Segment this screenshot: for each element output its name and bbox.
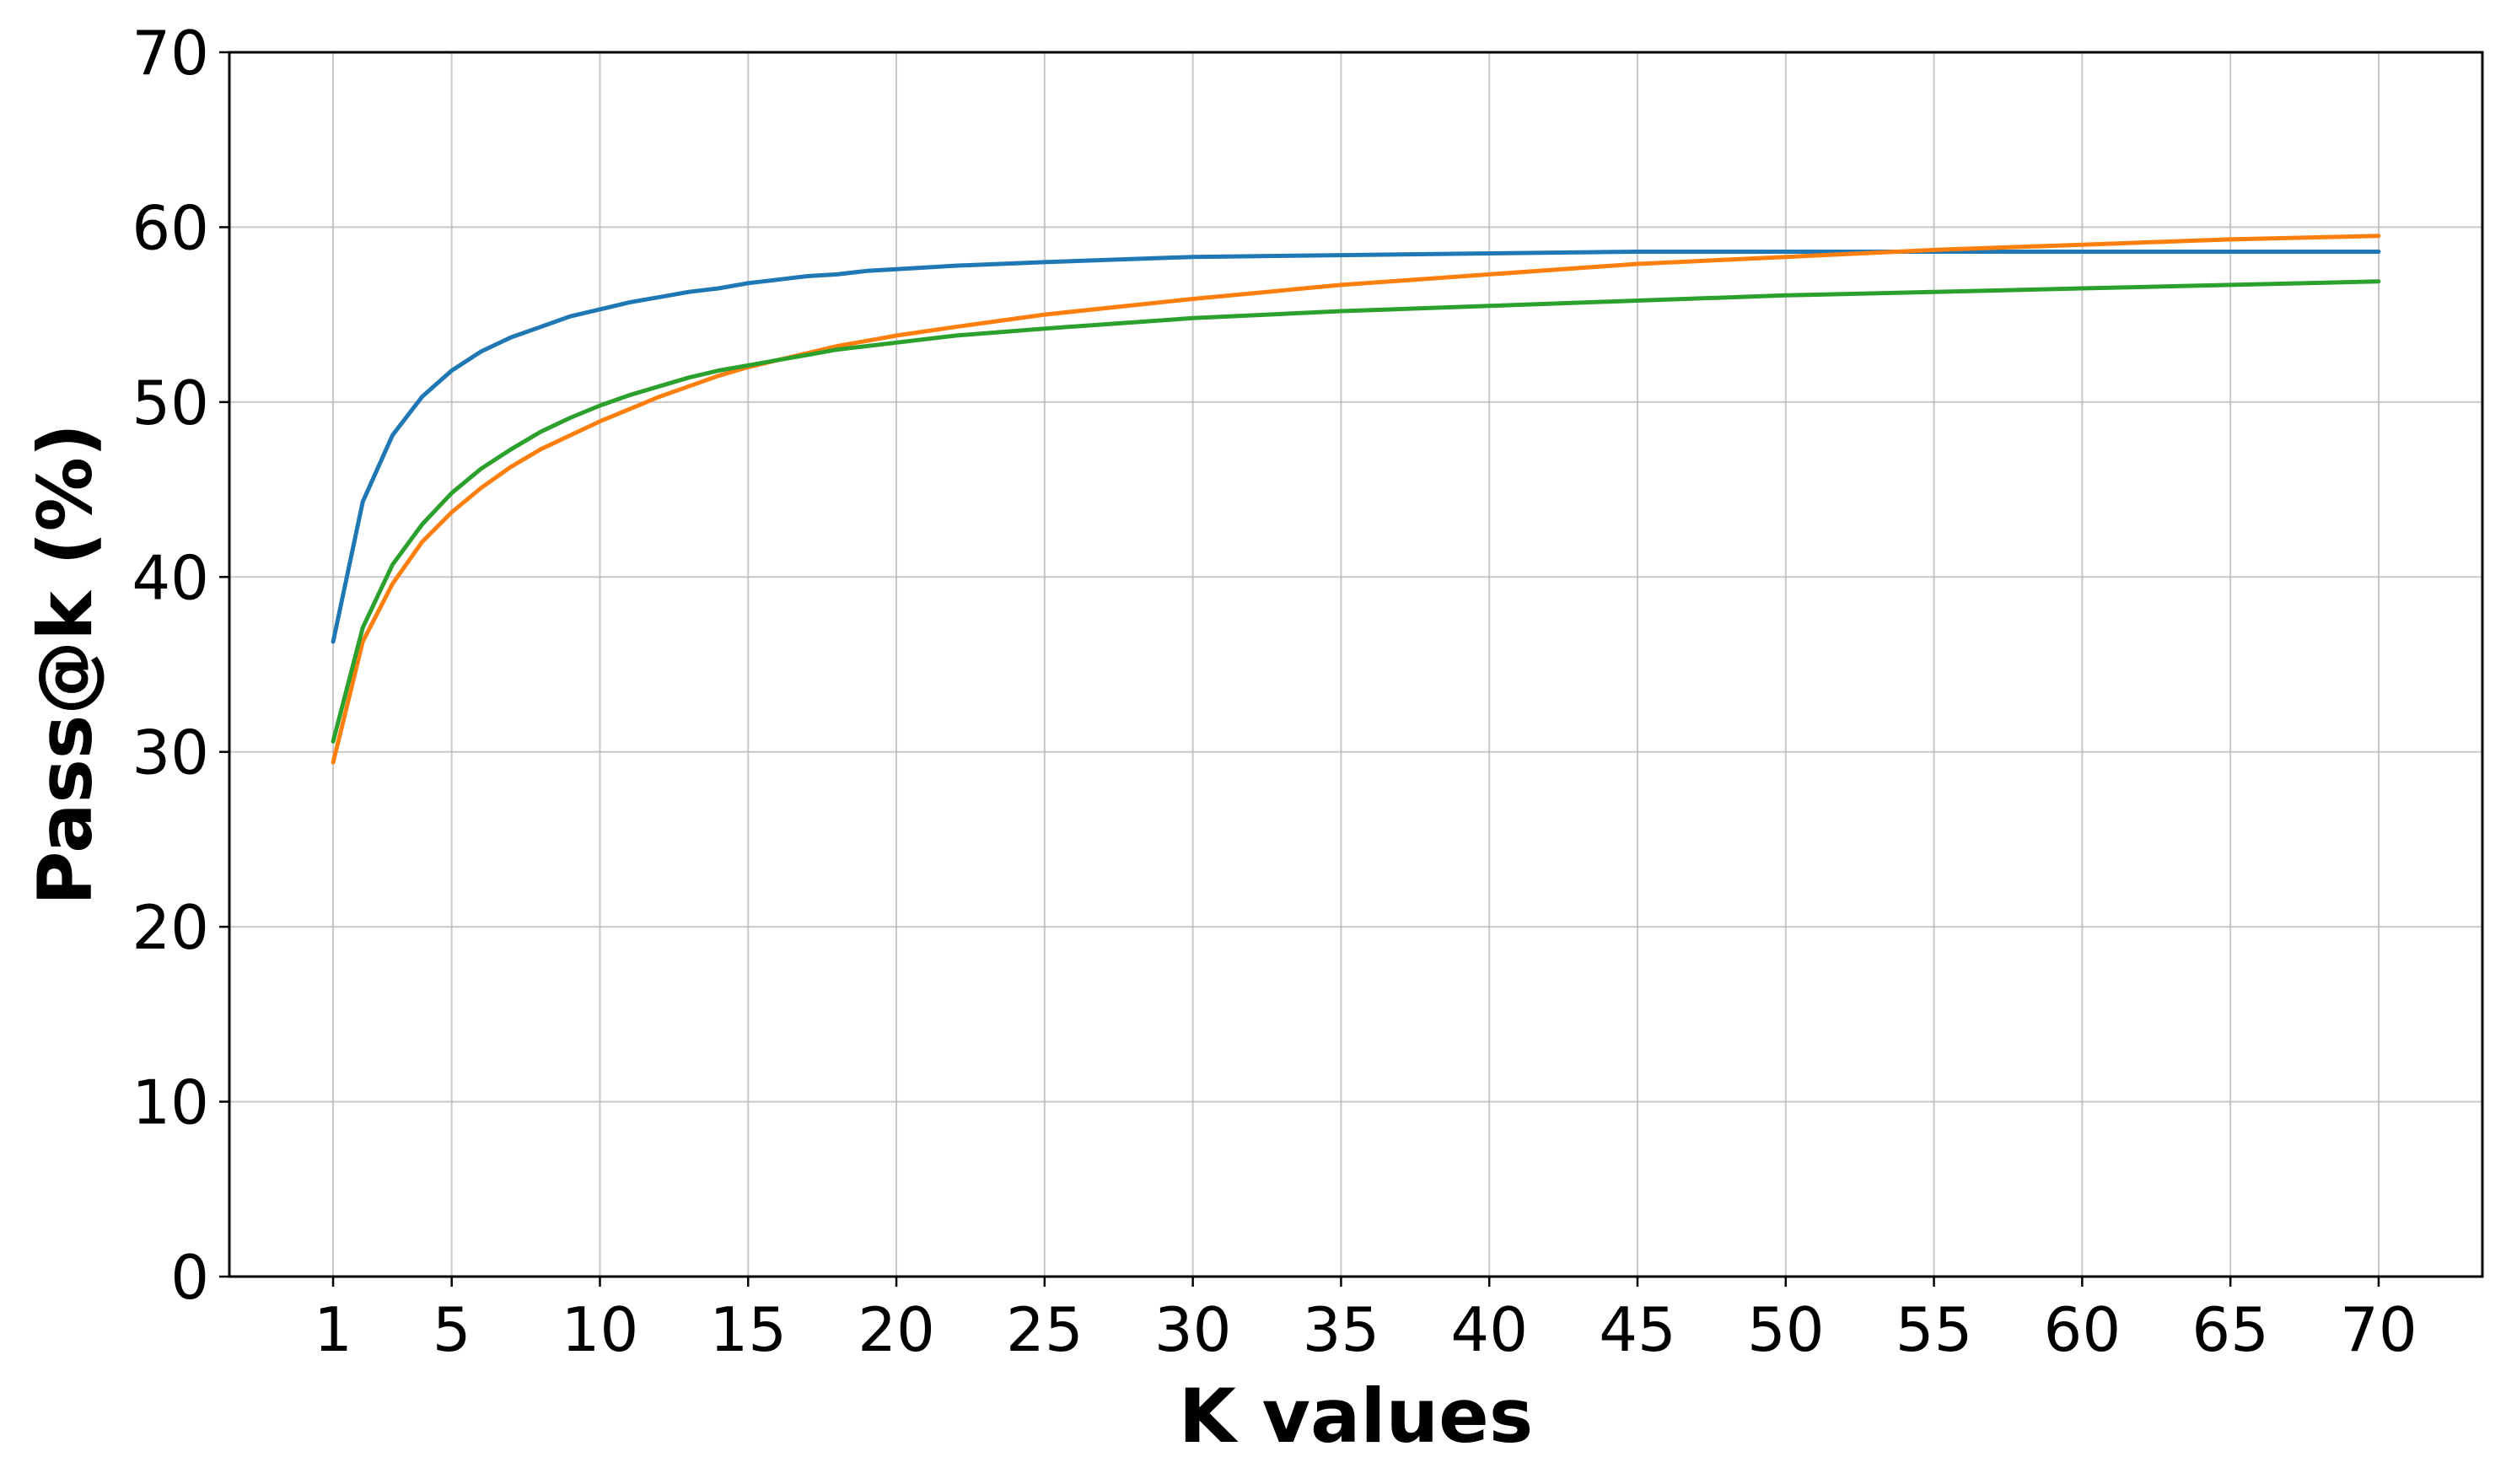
y-axis-label: Pass@k (%): [22, 423, 109, 906]
x-tick-label: 5: [433, 1294, 471, 1365]
series-line-3: [331, 279, 2381, 744]
series-line-1: [331, 250, 2381, 644]
y-tick-label: 20: [132, 892, 209, 963]
x-tick-label: 35: [1303, 1294, 1380, 1365]
y-tick-label: 70: [132, 18, 209, 89]
x-tick-label: 60: [2044, 1294, 2121, 1365]
y-tick-label: 60: [132, 192, 209, 263]
ticks: 1 5 10 15 20 25 30 35 40 45 50 55 60 65 70010203040506…: [132, 18, 2417, 1365]
y-tick-label: 10: [132, 1067, 209, 1138]
x-tick-label: 50: [1747, 1294, 1825, 1365]
y-tick-label: 50: [132, 368, 209, 438]
x-tick-label: 40: [1450, 1294, 1528, 1365]
x-tick-label: 45: [1599, 1294, 1676, 1365]
x-tick-label: 10: [562, 1294, 639, 1365]
x-tick-label: 1: [314, 1294, 352, 1365]
x-tick-label: 55: [1896, 1294, 1973, 1365]
x-tick-label: 30: [1154, 1294, 1232, 1365]
x-axis-label: K values: [1179, 1373, 1533, 1460]
y-tick-label: 0: [170, 1242, 209, 1313]
x-tick-label: 25: [1006, 1294, 1084, 1365]
series-line-2: [331, 234, 2381, 765]
x-tick-label: 65: [2191, 1294, 2269, 1365]
grid: [229, 51, 2482, 1277]
x-tick-label: 70: [2340, 1294, 2417, 1365]
series-group: [331, 234, 2381, 765]
x-tick-label: 20: [858, 1294, 935, 1365]
x-tick-label: 15: [709, 1294, 787, 1365]
y-tick-label: 30: [132, 718, 209, 788]
plot-frame: [228, 51, 2484, 1278]
y-tick-label: 40: [132, 542, 209, 613]
